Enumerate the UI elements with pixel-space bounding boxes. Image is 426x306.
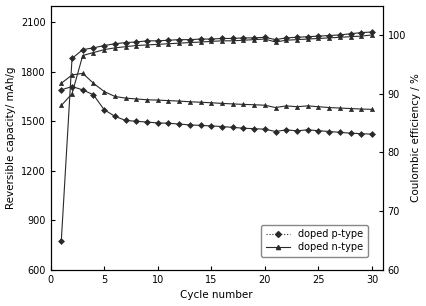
X-axis label: Cycle number: Cycle number bbox=[180, 290, 252, 300]
Y-axis label: Coulombic efficiency / %: Coulombic efficiency / % bbox=[411, 73, 420, 202]
Legend: doped p-type, doped n-type: doped p-type, doped n-type bbox=[260, 225, 367, 257]
Y-axis label: Reversible capacity/ mAh/g: Reversible capacity/ mAh/g bbox=[6, 66, 15, 209]
